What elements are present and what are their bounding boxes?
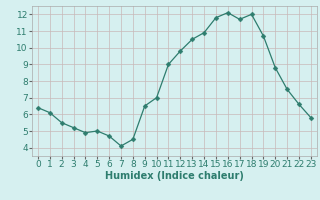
X-axis label: Humidex (Indice chaleur): Humidex (Indice chaleur) (105, 171, 244, 181)
